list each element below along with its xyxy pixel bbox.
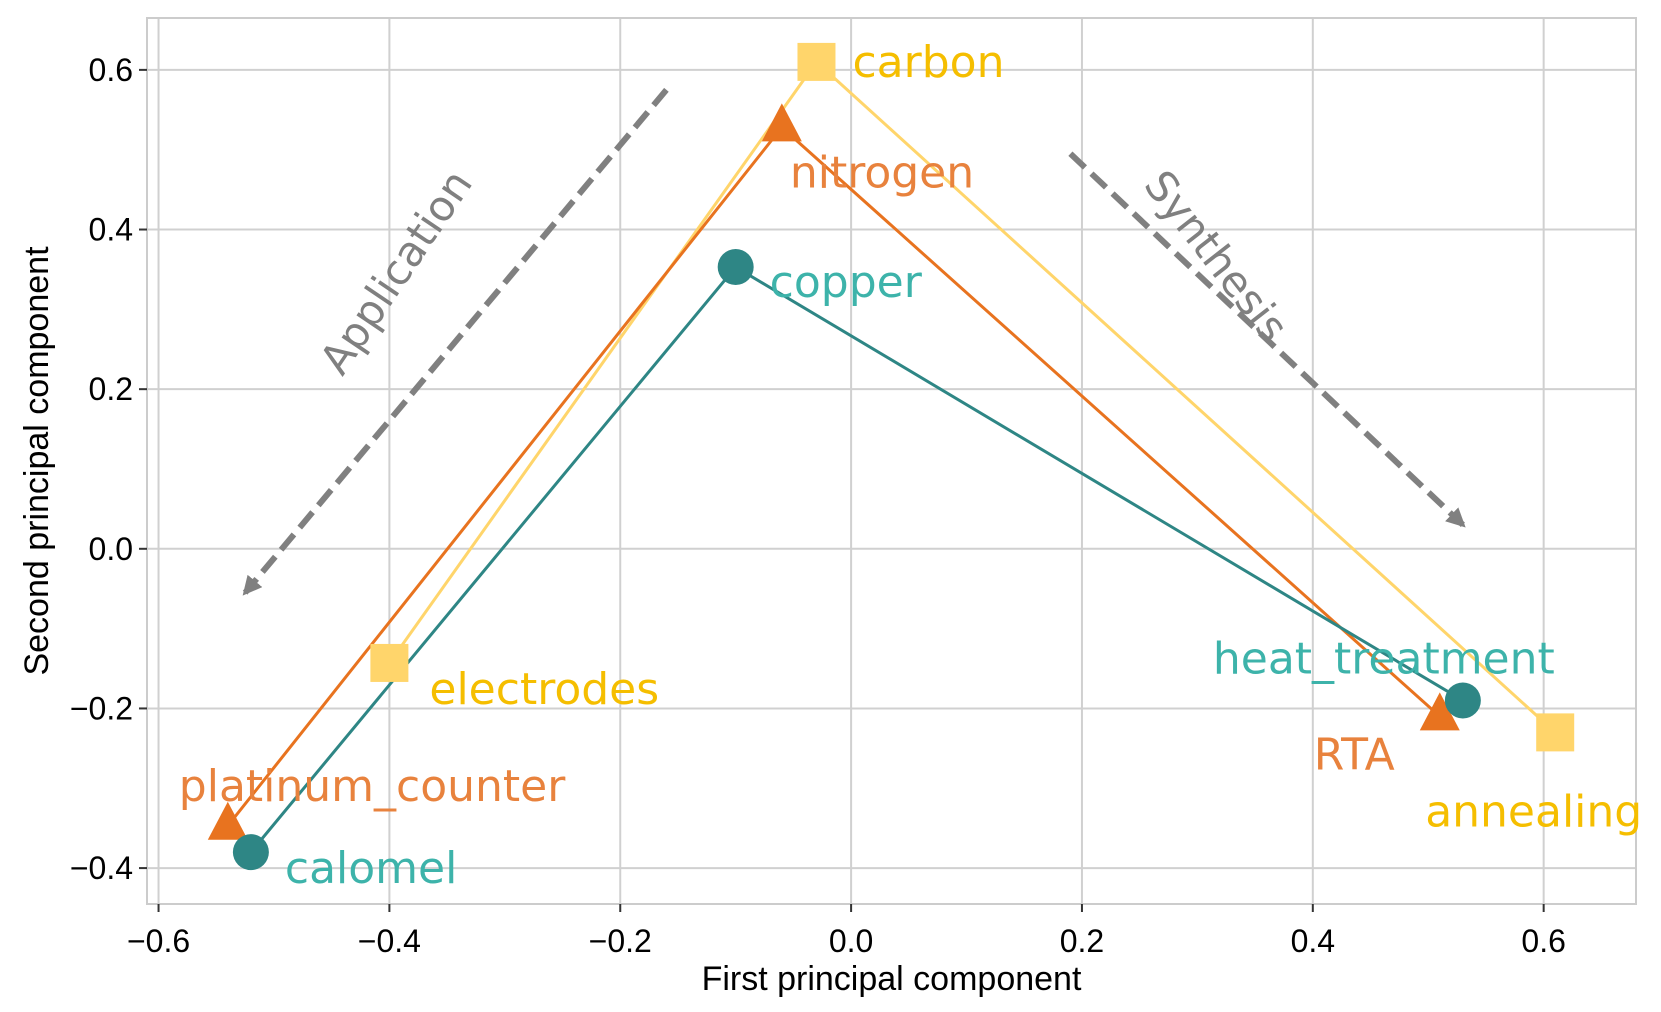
- marker-heat-treatment: [1444, 682, 1481, 719]
- x-tick-label: 0.4: [1291, 923, 1335, 959]
- point-label-platinum-counter: platinum_counter: [179, 761, 566, 812]
- plot-frame: [146, 17, 1637, 905]
- marker-RTA: [1419, 692, 1460, 731]
- x-axis-label: First principal component: [702, 960, 1082, 998]
- y-tick-label: 0.0: [89, 531, 133, 567]
- y-tick-label: 0.6: [89, 52, 133, 88]
- point-label-nitrogen: nitrogen: [790, 147, 974, 198]
- x-tick-label: −0.6: [127, 923, 190, 959]
- marker-calomel: [232, 834, 269, 871]
- marker-copper: [717, 249, 754, 286]
- marker-electrodes: [370, 643, 409, 682]
- point-label-calomel: calomel: [285, 843, 457, 894]
- point-label-RTA: RTA: [1314, 729, 1395, 780]
- point-label-heat-treatment: heat_treatment: [1213, 633, 1555, 684]
- annotation-label-application: Application: [310, 161, 482, 383]
- y-tick-label: 0.4: [89, 212, 133, 248]
- y-tick-label: 0.2: [89, 371, 133, 407]
- y-axis-label: Second principal component: [18, 246, 56, 676]
- x-tick-label: 0.6: [1521, 923, 1565, 959]
- x-tick-label: 0.0: [829, 923, 873, 959]
- marker-carbon: [797, 42, 836, 81]
- x-tick-label: 0.2: [1060, 923, 1104, 959]
- point-label-copper: copper: [770, 257, 923, 308]
- marker-annealing: [1536, 713, 1575, 752]
- point-label-carbon: carbon: [852, 37, 1004, 88]
- x-tick-label: −0.2: [589, 923, 652, 959]
- y-tick-label: −0.2: [70, 690, 133, 726]
- annotation-arrow-synthesis: [1068, 151, 1466, 528]
- y-tick-label: −0.4: [70, 850, 133, 886]
- x-tick-label: −0.4: [358, 923, 421, 959]
- annotation-label-synthesis: Synthesis: [1135, 161, 1298, 351]
- point-label-annealing: annealing: [1425, 786, 1642, 837]
- point-label-electrodes: electrodes: [429, 664, 659, 715]
- marker-platinum-counter: [207, 801, 248, 840]
- annotation-arrow-application: [242, 87, 669, 596]
- marker-nitrogen: [761, 103, 802, 142]
